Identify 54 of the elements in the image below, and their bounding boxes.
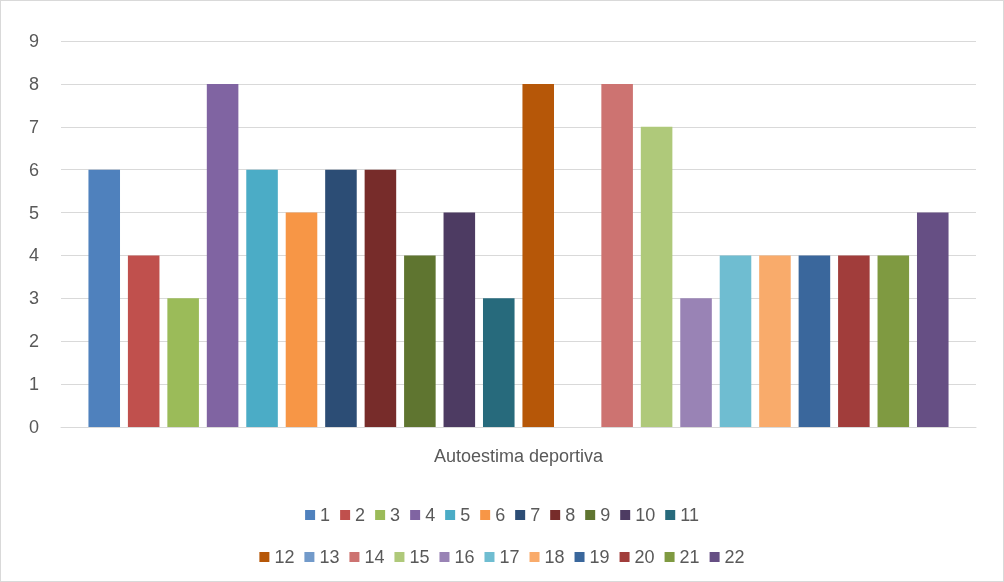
bar bbox=[838, 255, 870, 427]
legend-label: 22 bbox=[724, 547, 745, 567]
legend-label: 12 bbox=[274, 547, 295, 567]
legend-label: 11 bbox=[680, 505, 699, 525]
y-tick-label: 2 bbox=[28, 331, 39, 352]
legend-label: 8 bbox=[565, 505, 576, 525]
legend-label: 5 bbox=[460, 505, 471, 525]
legend-label: 6 bbox=[495, 505, 506, 525]
legend-label: 9 bbox=[600, 505, 611, 525]
legend-label: 19 bbox=[589, 547, 610, 567]
legend-label: 7 bbox=[530, 505, 541, 525]
bar bbox=[127, 255, 160, 427]
bar bbox=[167, 298, 199, 427]
bar bbox=[916, 212, 949, 427]
bar bbox=[680, 298, 712, 427]
legend-label: 17 bbox=[499, 547, 520, 567]
legend-label: 13 bbox=[319, 547, 340, 567]
legend-label: 1 bbox=[320, 505, 331, 525]
legend-label: 4 bbox=[425, 505, 436, 525]
y-tick-label: 9 bbox=[28, 31, 39, 51]
bar bbox=[719, 255, 752, 427]
bar bbox=[443, 212, 476, 427]
bar bbox=[601, 83, 633, 427]
y-tick-label: 7 bbox=[28, 116, 39, 137]
y-tick-label: 0 bbox=[28, 417, 39, 437]
legend-label: 16 bbox=[454, 547, 475, 567]
bar bbox=[798, 255, 831, 427]
bar bbox=[285, 212, 318, 427]
legend-label: 10 bbox=[635, 505, 656, 525]
bar bbox=[246, 169, 278, 427]
y-tick-label: 6 bbox=[28, 159, 39, 180]
legend-label: 21 bbox=[679, 547, 700, 567]
bar bbox=[877, 255, 910, 427]
bar bbox=[759, 255, 791, 427]
legend-label: 14 bbox=[364, 547, 385, 567]
legend-label: 2 bbox=[355, 505, 366, 525]
bar bbox=[325, 169, 357, 427]
x-tick-label: Autoestima deportiva bbox=[433, 446, 605, 466]
y-tick-label: 1 bbox=[28, 374, 39, 395]
y-tick-label: 5 bbox=[28, 202, 39, 223]
bar bbox=[88, 169, 121, 427]
bar bbox=[482, 298, 515, 427]
legend-label: 15 bbox=[409, 547, 430, 567]
bar bbox=[404, 255, 436, 427]
bar bbox=[206, 83, 239, 427]
legend-label: 18 bbox=[544, 547, 565, 567]
bar bbox=[640, 126, 673, 427]
bar bbox=[364, 169, 397, 427]
bar bbox=[522, 83, 555, 427]
y-tick-label: 3 bbox=[28, 288, 39, 309]
y-tick-label: 8 bbox=[28, 73, 39, 94]
legend-label: 20 bbox=[634, 547, 655, 567]
y-tick-label: 4 bbox=[28, 245, 39, 266]
legend-label: 3 bbox=[390, 505, 401, 525]
